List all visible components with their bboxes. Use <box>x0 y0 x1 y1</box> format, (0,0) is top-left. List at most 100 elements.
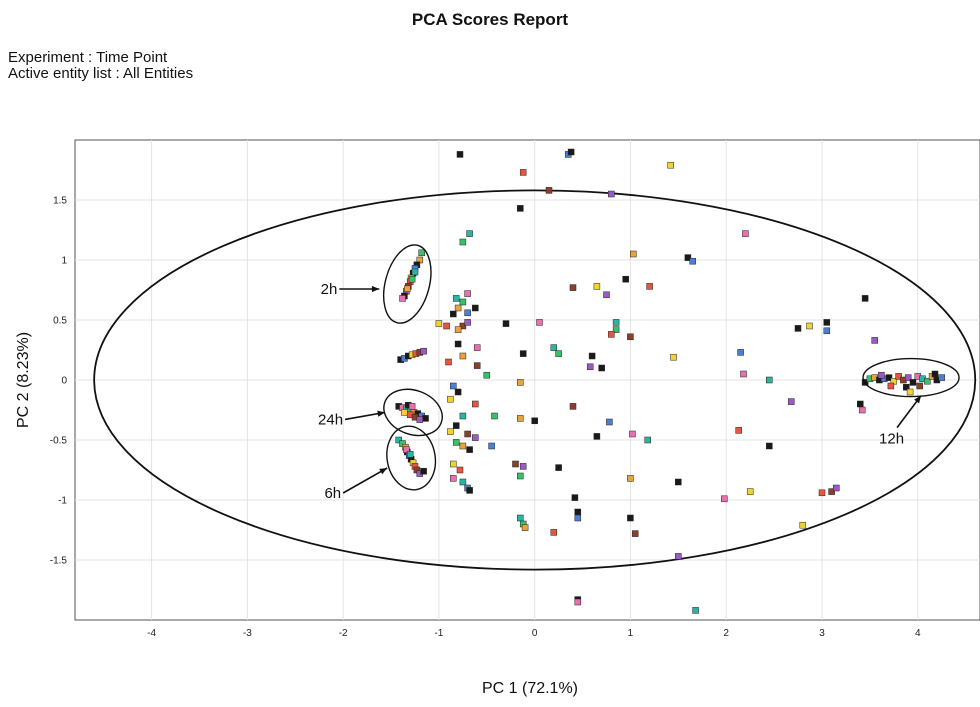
data-point <box>569 403 577 410</box>
data-point <box>692 607 699 614</box>
data-point <box>488 442 495 450</box>
data-point <box>593 433 601 440</box>
cluster-point <box>895 373 902 380</box>
data-point <box>586 363 594 371</box>
tick-labels: -4 -3 -2 -1 0 1 2 3 4 -1.5 -1 -0.5 0 0.5 1 1.5 <box>50 196 921 640</box>
data-point <box>857 400 864 408</box>
data-point <box>445 358 452 366</box>
data-point <box>435 320 443 327</box>
cluster-point <box>401 409 408 416</box>
data-point <box>450 382 457 390</box>
data-point <box>502 320 510 327</box>
data-point <box>452 439 460 446</box>
y-tick-label: 1.5 <box>53 196 67 207</box>
cluster-point <box>916 382 923 390</box>
data-point <box>545 187 553 194</box>
cluster-label: 24h <box>318 411 343 428</box>
y-tick-label: 1 <box>61 256 67 267</box>
data-point <box>818 489 826 497</box>
data-point <box>466 446 473 453</box>
data-point <box>630 250 637 258</box>
cluster-point <box>404 285 411 293</box>
data-point <box>871 337 878 344</box>
data-point <box>689 257 696 265</box>
data-point <box>450 310 457 318</box>
data-point <box>491 412 498 420</box>
data-point <box>593 283 601 290</box>
data-point <box>828 488 835 495</box>
data-point <box>459 352 467 360</box>
data-point <box>454 326 462 333</box>
data-point <box>622 275 629 283</box>
data-point <box>588 352 596 360</box>
cluster-point <box>420 347 427 355</box>
data-point <box>450 475 457 482</box>
cluster-label: 6h <box>324 485 341 502</box>
y-tick-label: 0.5 <box>53 316 67 327</box>
cluster-label: 12h <box>879 431 904 448</box>
annotation-arrowhead <box>377 410 386 417</box>
x-tick-label: -4 <box>147 628 156 639</box>
data-point <box>517 205 524 212</box>
data-points <box>395 148 945 614</box>
report-title: PCA Scores Report <box>411 10 569 29</box>
data-point <box>464 290 471 297</box>
data-point <box>464 430 471 438</box>
data-point <box>517 415 524 422</box>
cluster-point <box>408 275 416 283</box>
annotation-arrowhead <box>914 395 922 404</box>
cluster-point <box>422 415 429 422</box>
x-axis-title: PC 1 (72.1%) <box>482 680 578 697</box>
x-tick-label: 2 <box>723 628 729 639</box>
data-point <box>450 460 457 468</box>
cluster-ellipse <box>386 425 437 491</box>
cluster-point <box>878 371 885 379</box>
data-point <box>473 362 481 369</box>
data-point <box>555 350 562 357</box>
cluster-point <box>403 446 410 453</box>
data-point <box>466 487 473 494</box>
data-point <box>627 475 634 482</box>
data-point <box>456 466 464 474</box>
data-point <box>612 326 620 333</box>
cluster-point <box>909 379 917 386</box>
data-point <box>612 319 620 326</box>
data-point <box>740 370 747 378</box>
data-point <box>567 148 575 156</box>
y-tick-label: -1.5 <box>50 556 68 567</box>
data-point <box>806 322 813 330</box>
x-tick-label: -2 <box>339 628 348 639</box>
data-point <box>555 464 562 471</box>
cluster-annotations: 2h 24h 6h 12h <box>318 244 960 502</box>
data-point <box>574 598 582 606</box>
y-tick-label: -0.5 <box>50 436 68 447</box>
data-point <box>684 254 692 261</box>
x-tick-label: 1 <box>628 628 634 639</box>
data-point <box>459 322 467 330</box>
cluster-point <box>924 377 931 385</box>
data-point <box>735 427 742 434</box>
cluster-point <box>411 268 419 276</box>
data-point <box>466 230 473 237</box>
data-point <box>452 295 460 302</box>
cluster-point <box>903 383 910 391</box>
data-point <box>574 508 582 516</box>
data-point <box>627 514 634 522</box>
data-point <box>452 422 460 429</box>
confidence-ellipse <box>93 189 977 571</box>
cluster-point <box>408 403 416 410</box>
data-point <box>454 388 462 396</box>
y-axis-title: PC 2 (8.23%) <box>15 332 32 428</box>
data-point <box>517 514 524 522</box>
data-point <box>631 530 639 537</box>
cluster-ellipse <box>862 357 960 398</box>
data-point <box>667 161 674 169</box>
data-point <box>721 495 728 503</box>
annotation-arrowhead <box>379 468 388 475</box>
data-point <box>536 319 543 326</box>
data-point <box>473 344 481 351</box>
y-tick-label: -1 <box>58 496 67 507</box>
data-point <box>823 319 831 326</box>
data-point <box>517 472 524 480</box>
cluster-ellipse <box>383 388 443 437</box>
